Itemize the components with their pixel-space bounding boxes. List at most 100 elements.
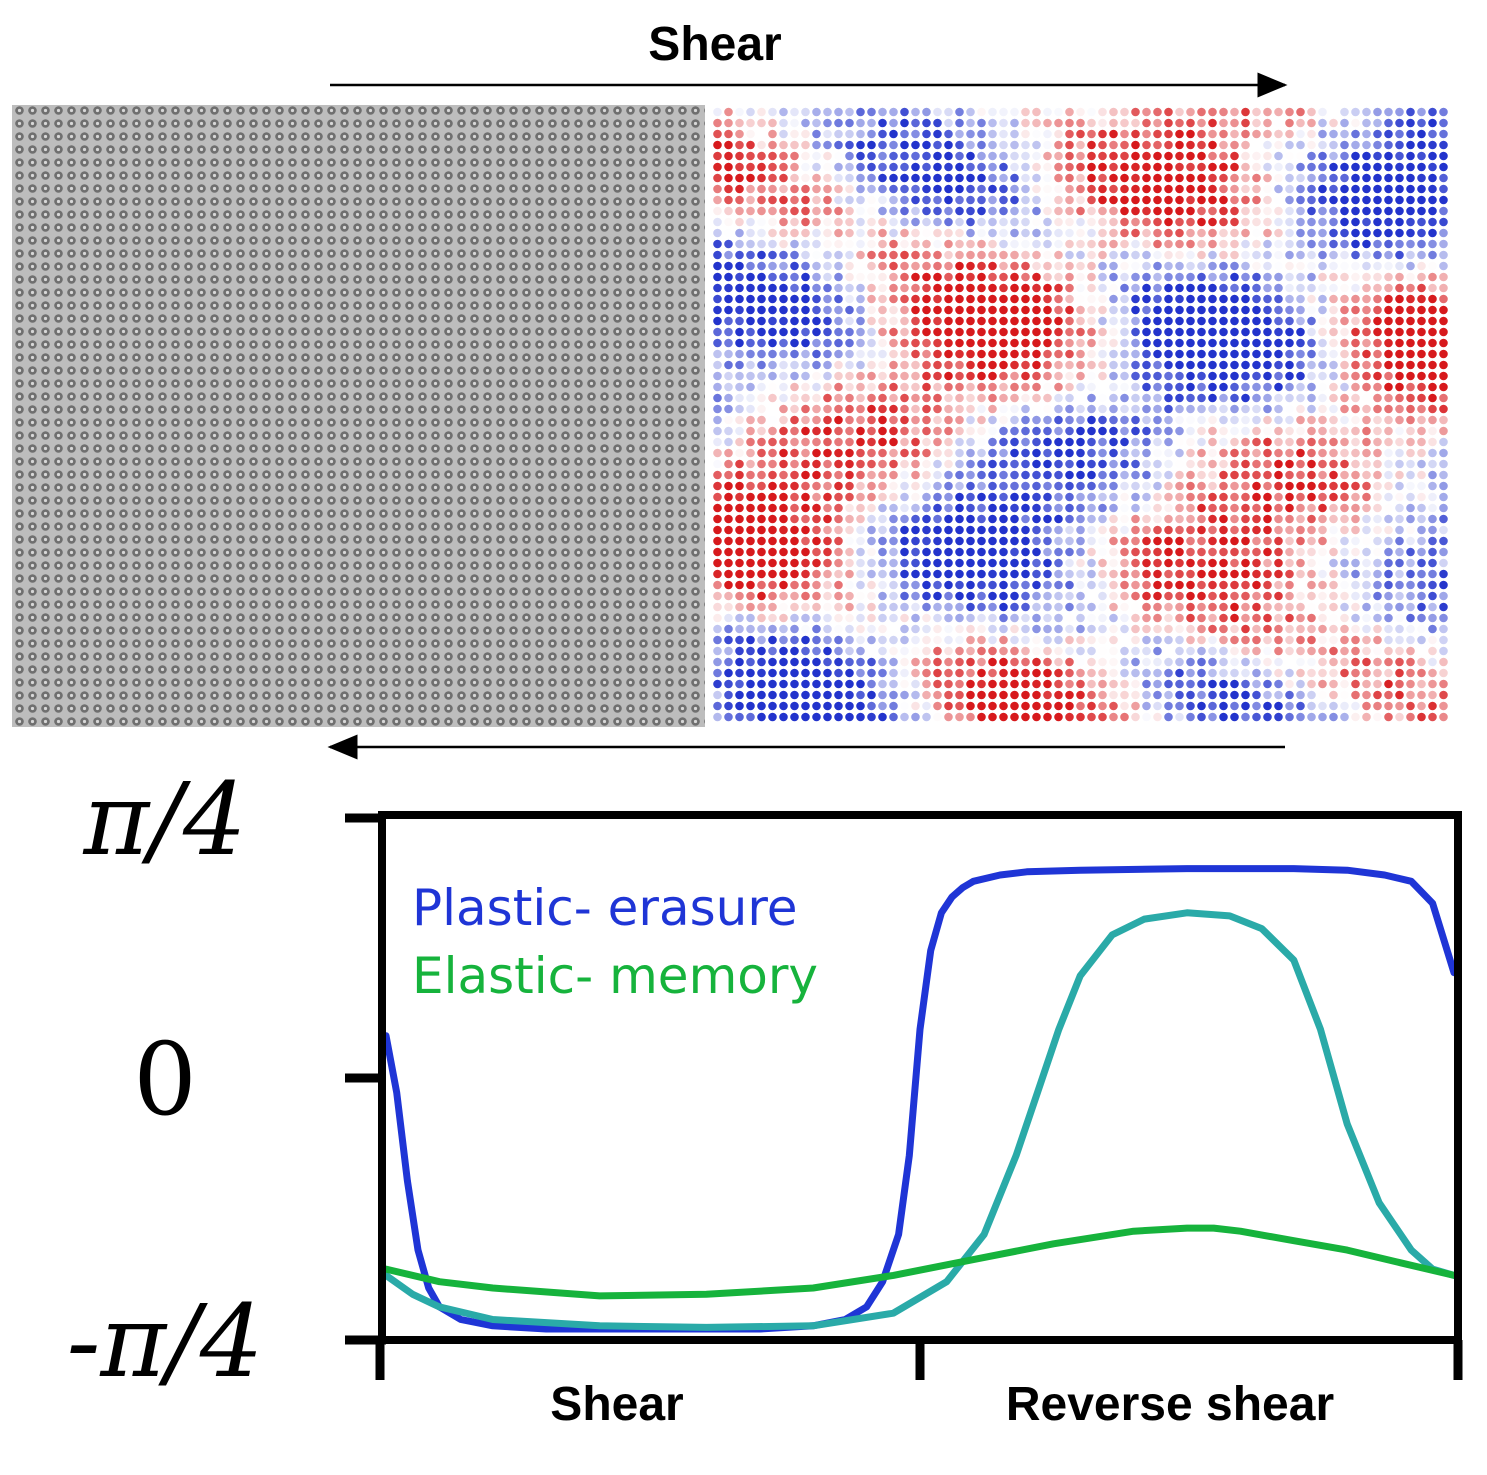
- map-particle: [889, 481, 898, 491]
- map-particle: [1087, 470, 1096, 480]
- map-particle: [1142, 415, 1151, 425]
- map-particle: [735, 338, 744, 348]
- map-particle: [955, 349, 964, 359]
- map-particle: [1351, 184, 1360, 194]
- map-particle: [1274, 404, 1283, 414]
- map-particle: [1010, 525, 1019, 535]
- map-particle: [1351, 646, 1360, 656]
- map-particle: [834, 569, 843, 579]
- map-particle: [911, 250, 920, 260]
- map-particle: [1285, 503, 1294, 513]
- map-particle: [1054, 569, 1063, 579]
- map-particle: [1131, 327, 1140, 337]
- map-particle: [845, 415, 854, 425]
- map-particle: [1395, 151, 1404, 161]
- map-particle: [1285, 272, 1294, 282]
- map-particle: [1362, 679, 1371, 689]
- map-particle: [1208, 536, 1217, 546]
- map-particle: [933, 261, 942, 271]
- map-particle: [1175, 602, 1184, 612]
- map-particle: [922, 635, 931, 645]
- map-particle: [768, 569, 777, 579]
- map-particle: [889, 690, 898, 700]
- map-particle: [1142, 250, 1151, 260]
- map-particle: [1164, 569, 1173, 579]
- map-particle: [1329, 206, 1338, 216]
- map-particle: [988, 393, 997, 403]
- map-particle: [955, 690, 964, 700]
- map-particle: [1230, 602, 1239, 612]
- map-particle: [1417, 514, 1426, 524]
- x-phase-label: Shear: [550, 1378, 683, 1431]
- map-particle: [779, 162, 788, 172]
- map-particle: [735, 294, 744, 304]
- map-particle: [1010, 591, 1019, 601]
- map-particle: [1263, 547, 1272, 557]
- map-particle: [1153, 173, 1162, 183]
- map-particle: [1307, 184, 1316, 194]
- map-particle: [823, 228, 832, 238]
- map-particle: [1032, 294, 1041, 304]
- map-particle: [1263, 327, 1272, 337]
- map-particle: [768, 657, 777, 667]
- map-particle: [1076, 393, 1085, 403]
- map-particle: [878, 668, 887, 678]
- map-particle: [867, 602, 876, 612]
- map-particle: [1098, 459, 1107, 469]
- map-particle: [1395, 272, 1404, 282]
- map-particle: [1241, 602, 1250, 612]
- map-particle: [1263, 690, 1272, 700]
- map-particle: [1098, 349, 1107, 359]
- map-particle: [966, 536, 975, 546]
- map-particle: [1406, 690, 1415, 700]
- map-particle: [1098, 613, 1107, 623]
- map-particle: [1439, 470, 1448, 480]
- map-particle: [867, 569, 876, 579]
- map-particle: [1395, 140, 1404, 150]
- map-particle: [1318, 118, 1327, 128]
- map-particle: [966, 437, 975, 447]
- map-particle: [944, 426, 953, 436]
- map-particle: [1142, 360, 1151, 370]
- map-particle: [1032, 129, 1041, 139]
- map-particle: [944, 712, 953, 722]
- map-particle: [1406, 294, 1415, 304]
- map-particle: [1186, 393, 1195, 403]
- map-particle: [944, 305, 953, 315]
- map-particle: [1186, 316, 1195, 326]
- map-particle: [1340, 701, 1349, 711]
- map-particle: [1252, 646, 1261, 656]
- map-particle: [1230, 261, 1239, 271]
- map-particle: [1296, 327, 1305, 337]
- map-particle: [966, 360, 975, 370]
- map-particle: [1230, 162, 1239, 172]
- map-particle: [889, 536, 898, 546]
- map-particle: [1120, 481, 1129, 491]
- map-particle: [746, 481, 755, 491]
- map-particle: [1329, 613, 1338, 623]
- map-particle: [1054, 459, 1063, 469]
- map-particle: [867, 327, 876, 337]
- map-particle: [1417, 602, 1426, 612]
- map-particle: [933, 140, 942, 150]
- map-particle: [1010, 657, 1019, 667]
- map-particle: [1032, 360, 1041, 370]
- map-particle: [889, 470, 898, 480]
- map-particle: [911, 668, 920, 678]
- map-particle: [977, 173, 986, 183]
- map-particle: [911, 173, 920, 183]
- map-particle: [834, 327, 843, 337]
- map-particle: [1164, 382, 1173, 392]
- map-particle: [834, 558, 843, 568]
- map-particle: [768, 316, 777, 326]
- map-particle: [1087, 184, 1096, 194]
- map-particle: [966, 459, 975, 469]
- map-particle: [900, 272, 909, 282]
- map-particle: [834, 272, 843, 282]
- map-particle: [856, 624, 865, 634]
- map-particle: [1384, 437, 1393, 447]
- map-particle: [966, 481, 975, 491]
- map-particle: [1285, 701, 1294, 711]
- map-particle: [735, 239, 744, 249]
- map-particle: [999, 151, 1008, 161]
